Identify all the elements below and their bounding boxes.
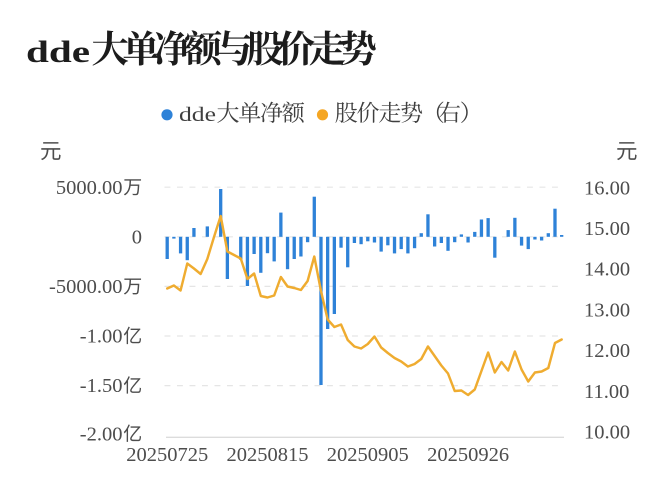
- svg-text:20250926: 20250926: [427, 444, 509, 466]
- svg-text:dde: dde: [179, 104, 216, 126]
- svg-text:-5000.00: -5000.00: [49, 276, 122, 298]
- svg-text:5000.00: 5000.00: [56, 177, 123, 199]
- svg-text:-1.50: -1.50: [80, 375, 123, 397]
- svg-text:0: 0: [132, 226, 142, 248]
- svg-text:-1.00: -1.00: [80, 326, 123, 348]
- svg-text:20250905: 20250905: [327, 444, 409, 466]
- svg-text:dde: dde: [26, 34, 90, 69]
- svg-text:10.00: 10.00: [584, 422, 630, 444]
- svg-text:20250815: 20250815: [227, 444, 309, 466]
- svg-text:11.00: 11.00: [584, 381, 629, 403]
- svg-text:13.00: 13.00: [584, 299, 630, 321]
- svg-text:-2.00: -2.00: [80, 423, 123, 445]
- svg-text:12.00: 12.00: [584, 340, 630, 362]
- svg-text:15.00: 15.00: [584, 218, 630, 240]
- svg-text:20250725: 20250725: [126, 444, 208, 466]
- svg-text:16.00: 16.00: [584, 177, 630, 199]
- svg-text:14.00: 14.00: [584, 259, 630, 281]
